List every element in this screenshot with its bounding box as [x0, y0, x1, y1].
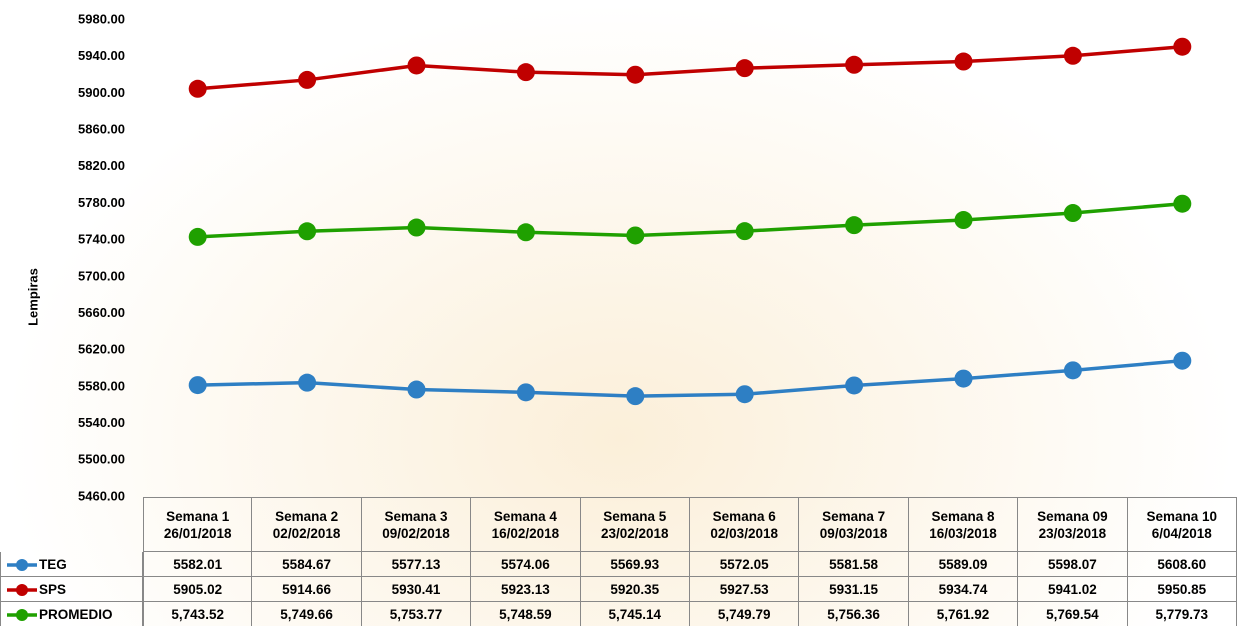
table-value: 5,753.77	[362, 602, 471, 626]
point	[189, 228, 207, 246]
legend-swatch	[5, 608, 39, 622]
y-tick-label: 5980.00	[78, 11, 125, 26]
point	[517, 63, 535, 81]
table-value: 5582.01	[143, 552, 252, 577]
point	[736, 222, 754, 240]
point	[736, 385, 754, 403]
table-value: 5,749.66	[252, 602, 361, 626]
legend-entry: PROMEDIO	[0, 602, 143, 626]
point	[408, 56, 426, 74]
y-tick-label: 5700.00	[78, 268, 125, 283]
y-tick-label: 5500.00	[78, 452, 125, 467]
point	[517, 383, 535, 401]
table-value: 5589.09	[909, 552, 1018, 577]
x-tick-label: Semana 6 02/03/2018	[690, 497, 799, 552]
series-line	[198, 361, 1183, 396]
point	[189, 376, 207, 394]
table-value: 5920.35	[581, 577, 690, 602]
table-value: 5,756.36	[799, 602, 908, 626]
point	[1064, 204, 1082, 222]
y-tick-label: 5740.00	[78, 232, 125, 247]
point	[1173, 38, 1191, 56]
table-value: 5927.53	[690, 577, 799, 602]
table-value: 5608.60	[1128, 552, 1237, 577]
table-value: 5,769.54	[1018, 602, 1127, 626]
legend-swatch	[5, 583, 39, 597]
table-value: 5574.06	[471, 552, 580, 577]
x-tick-label: Semana 5 23/02/2018	[581, 497, 690, 552]
legend-entry: SPS	[0, 577, 143, 602]
point	[298, 71, 316, 89]
table-value: 5950.85	[1128, 577, 1237, 602]
table-value: 5598.07	[1018, 552, 1127, 577]
table-value: 5934.74	[909, 577, 1018, 602]
x-tick-label: Semana 1 26/01/2018	[143, 497, 252, 552]
y-tick-label: 5660.00	[78, 305, 125, 320]
point	[1173, 352, 1191, 370]
point	[845, 216, 863, 234]
series-line	[198, 204, 1183, 237]
point	[298, 222, 316, 240]
point	[845, 376, 863, 394]
table-value: 5569.93	[581, 552, 690, 577]
y-tick-label: 5780.00	[78, 195, 125, 210]
x-tick-label: Semana 8 16/03/2018	[909, 497, 1018, 552]
point	[189, 80, 207, 98]
series-line	[198, 47, 1183, 89]
table-value: 5905.02	[143, 577, 252, 602]
point	[408, 219, 426, 237]
table-value: 5,779.73	[1128, 602, 1237, 626]
x-tick-label: Semana 3 09/02/2018	[362, 497, 471, 552]
y-tick-label: 5460.00	[78, 488, 125, 503]
point	[955, 211, 973, 229]
chart: Lempiras 5460.00 5500.00 5540.00 5580.00 562…	[0, 0, 1240, 626]
x-tick-label: Semana 10 6/04/2018	[1128, 497, 1237, 552]
point	[955, 370, 973, 388]
legend-swatch	[5, 558, 39, 572]
x-tick-label: Semana 09 23/03/2018	[1018, 497, 1127, 552]
y-tick-label: 5900.00	[78, 85, 125, 100]
point	[626, 226, 644, 244]
point	[626, 66, 644, 84]
table-value: 5,748.59	[471, 602, 580, 626]
point	[845, 56, 863, 74]
y-tick-label: 5540.00	[78, 415, 125, 430]
point	[1064, 361, 1082, 379]
table-value: 5581.58	[799, 552, 908, 577]
table-value: 5572.05	[690, 552, 799, 577]
x-tick-label: Semana 7 09/03/2018	[799, 497, 908, 552]
legend-entry: TEG	[0, 552, 143, 577]
table-value: 5,761.92	[909, 602, 1018, 626]
legend-marker	[16, 559, 28, 571]
table-value: 5,743.52	[143, 602, 252, 626]
table-value: 5577.13	[362, 552, 471, 577]
table-value: 5914.66	[252, 577, 361, 602]
x-tick-label: Semana 4 16/02/2018	[471, 497, 580, 552]
point	[408, 381, 426, 399]
table-value: 5,749.79	[690, 602, 799, 626]
point	[626, 387, 644, 405]
y-tick-label: 5620.00	[78, 342, 125, 357]
y-tick-label: 5940.00	[78, 48, 125, 63]
table-value: 5584.67	[252, 552, 361, 577]
y-axis-title: Lempiras	[25, 268, 40, 326]
point	[517, 223, 535, 241]
table-value: 5941.02	[1018, 577, 1127, 602]
legend-marker	[16, 609, 28, 621]
y-tick-label: 5820.00	[78, 158, 125, 173]
table-value: 5923.13	[471, 577, 580, 602]
legend-marker	[16, 584, 28, 596]
table-value: 5,745.14	[581, 602, 690, 626]
point	[736, 59, 754, 77]
point	[1064, 47, 1082, 65]
point	[1173, 195, 1191, 213]
y-tick-label: 5580.00	[78, 378, 125, 393]
x-tick-label: Semana 2 02/02/2018	[252, 497, 361, 552]
point	[955, 53, 973, 71]
table-value: 5931.15	[799, 577, 908, 602]
point	[298, 374, 316, 392]
table-value: 5930.41	[362, 577, 471, 602]
y-tick-label: 5860.00	[78, 122, 125, 137]
